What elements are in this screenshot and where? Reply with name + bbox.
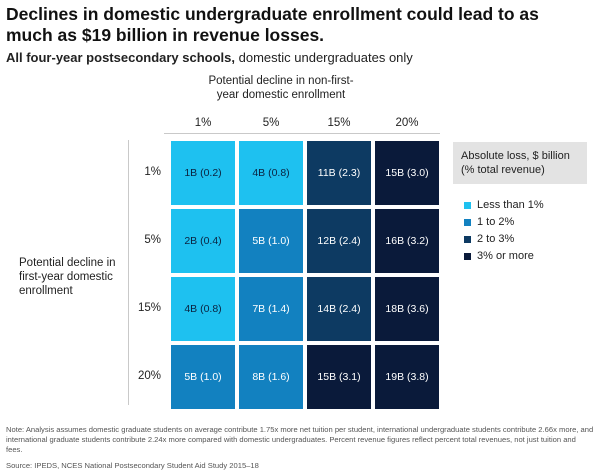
- heatmap-cell: 5B (1.0): [171, 345, 235, 409]
- heatmap-cell: 2B (0.4): [171, 209, 235, 273]
- heatmap-cell: 8B (1.6): [239, 345, 303, 409]
- y-tick-label: 20%: [137, 370, 161, 382]
- legend-item: 1 to 2%: [464, 216, 514, 228]
- legend-item: 2 to 3%: [464, 233, 514, 245]
- heatmap-cell: 11B (2.3): [307, 141, 371, 205]
- x-tick-label: 1%: [194, 117, 212, 129]
- x-tick-label: 5%: [262, 117, 280, 129]
- heatmap-cell: 19B (3.8): [375, 345, 439, 409]
- legend-label: Less than 1%: [477, 199, 544, 211]
- x-tick-label: 20%: [395, 117, 419, 129]
- footnote: Note: Analysis assumes domestic graduate…: [6, 425, 594, 454]
- y-tick-label: 1%: [144, 166, 161, 178]
- heatmap-cell: 15B (3.1): [307, 345, 371, 409]
- legend-swatch: [464, 218, 471, 226]
- heatmap-cell: 4B (0.8): [171, 277, 235, 341]
- heatmap-cell: 18B (3.6): [375, 277, 439, 341]
- chart-title: Declines in domestic undergraduate enrol…: [6, 4, 539, 45]
- heatmap-cell: 7B (1.4): [239, 277, 303, 341]
- subtitle-rest: domestic undergraduates only: [235, 50, 413, 65]
- x-axis-label: Potential decline in non-first-year dome…: [208, 75, 354, 101]
- source-note: Source: IPEDS, NCES National Postseconda…: [6, 461, 259, 470]
- legend-swatch: [464, 252, 471, 260]
- heatmap-cell: 1B (0.2): [171, 141, 235, 205]
- subtitle-bold: All four-year postsecondary schools,: [6, 50, 236, 65]
- legend-item: Less than 1%: [464, 199, 544, 211]
- chart-subtitle: All four-year postsecondary schools, dom…: [6, 50, 413, 66]
- x-tick-label: 15%: [327, 117, 351, 129]
- legend-swatch: [464, 201, 471, 209]
- heatmap-cell: 4B (0.8): [239, 141, 303, 205]
- heatmap-cell: 14B (2.4): [307, 277, 371, 341]
- heatmap-cell: 16B (3.2): [375, 209, 439, 273]
- y-tick-label: 15%: [137, 302, 161, 314]
- y-tick-label: 5%: [144, 234, 161, 246]
- x-axis-bracket: [164, 133, 440, 134]
- y-axis-label: Potential decline in first-year domestic…: [19, 257, 116, 297]
- legend-title: Absolute loss, $ billion (% total revenu…: [453, 142, 587, 184]
- legend-label: 2 to 3%: [477, 233, 515, 245]
- heatmap-cell: 15B (3.0): [375, 141, 439, 205]
- legend-item: 3% or more: [464, 250, 534, 262]
- legend-label: 1 to 2%: [477, 216, 515, 228]
- legend-swatch: [464, 235, 471, 243]
- legend-label: 3% or more: [477, 250, 534, 262]
- heatmap-cell: 12B (2.4): [307, 209, 371, 273]
- heatmap-cell: 5B (1.0): [239, 209, 303, 273]
- y-axis-bracket: [128, 140, 129, 405]
